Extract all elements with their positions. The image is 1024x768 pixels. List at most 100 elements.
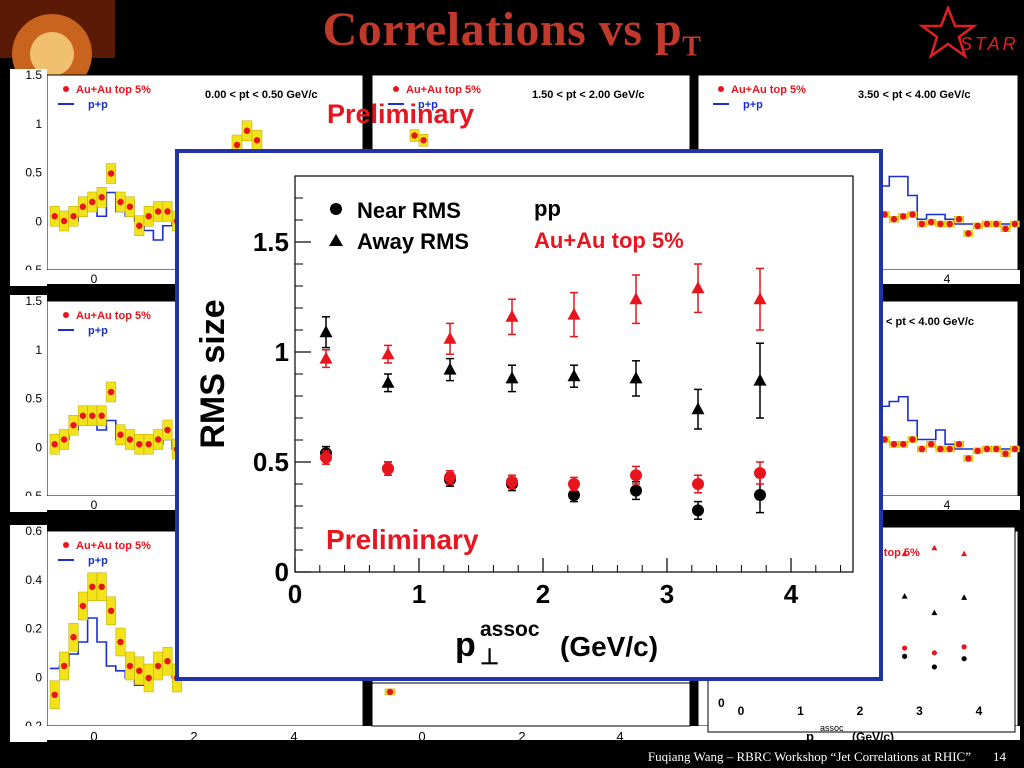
- panel-ytick-label: 1.5: [25, 68, 42, 82]
- data-point: [70, 422, 77, 429]
- pt-range-label: 0.00 < pt < 0.50 GeV/c: [205, 89, 318, 101]
- title-subscript: T: [682, 31, 702, 63]
- panel-ytick-label: 0: [35, 440, 42, 454]
- mini-data-point: [931, 664, 937, 670]
- data-point: [154, 436, 162, 443]
- legend-near-marker: [330, 203, 342, 215]
- star-logo-text: STAR: [960, 34, 1019, 54]
- mini-legend-label: u top 5%: [874, 547, 920, 559]
- title-main: Correlations vs p: [322, 3, 683, 56]
- data-point: [946, 445, 953, 453]
- data-point: [983, 445, 991, 453]
- pt-range-label: < pt < 4.00 GeV/c: [886, 316, 974, 328]
- data-point: [126, 203, 134, 210]
- data-point: [98, 194, 105, 201]
- data-point: [386, 688, 394, 696]
- data-point-away: [443, 331, 457, 344]
- data-point-away: [753, 373, 767, 386]
- panel-xtick-label: 0: [91, 498, 98, 512]
- data-point: [136, 222, 143, 229]
- legend-auau-marker: [718, 86, 724, 92]
- data-point: [918, 220, 926, 228]
- data-point: [70, 634, 77, 641]
- data-point: [98, 583, 105, 590]
- data-point: [89, 583, 96, 590]
- panel-ytick-label: 0: [35, 214, 42, 228]
- y-tick-label: 1.5: [253, 227, 289, 257]
- mini-data-point: [931, 609, 938, 616]
- data-point: [89, 198, 96, 206]
- data-point-away: [567, 307, 581, 320]
- x-tick-label: 4: [784, 579, 799, 609]
- data-point-away: [319, 351, 333, 364]
- mini-data-point: [961, 644, 967, 650]
- data-point: [890, 441, 898, 448]
- data-point-away: [319, 325, 333, 338]
- y-tick-label: 1: [275, 337, 289, 367]
- data-point-away: [753, 292, 767, 305]
- data-point-near: [692, 504, 704, 517]
- data-point: [890, 216, 898, 223]
- panel-ytick-label: 1.5: [25, 294, 42, 308]
- data-point-away: [505, 371, 519, 384]
- x-axis-label-sub: ⊥: [480, 644, 499, 669]
- data-point: [983, 220, 991, 228]
- panel-ytick-label: 1: [35, 343, 42, 357]
- pt-range-label: 1.50 < pt < 2.00 GeV/c: [532, 89, 645, 101]
- legend-auau-marker: [63, 312, 69, 318]
- legend-auau-marker: [63, 542, 69, 548]
- data-point: [145, 674, 152, 682]
- legend-near-label: Near RMS: [357, 198, 461, 223]
- x-tick-label: 1: [412, 579, 426, 609]
- data-point: [1002, 225, 1009, 232]
- legend-pp-label: pp: [534, 196, 561, 221]
- data-point: [70, 213, 77, 220]
- panel-ytick-label: 1: [35, 117, 42, 131]
- data-point: [60, 436, 68, 443]
- data-point: [154, 208, 162, 215]
- panel-xtick-label: 0: [418, 729, 425, 744]
- data-point: [881, 436, 888, 443]
- mini-data-point: [931, 544, 938, 551]
- data-point-away: [443, 362, 457, 375]
- preliminary-annotation: Preliminary: [326, 524, 479, 555]
- data-point: [126, 436, 134, 443]
- mini-data-point: [901, 593, 908, 599]
- data-point-near: [754, 489, 766, 501]
- data-point: [117, 198, 124, 206]
- data-point-away: [381, 375, 395, 388]
- legend-pp-label: p+p: [743, 99, 763, 111]
- data-point: [1011, 220, 1019, 228]
- data-point: [107, 388, 115, 396]
- x-tick-label: 2: [536, 579, 550, 609]
- legend-auau-marker: [63, 86, 69, 92]
- panel-ytick-label: 0: [35, 670, 42, 684]
- data-point-near: [630, 484, 642, 497]
- mini-data-point: [961, 594, 968, 600]
- data-point: [89, 412, 96, 419]
- legend-pp-label: p+p: [88, 555, 108, 567]
- panel-xtick-label: 4: [616, 729, 623, 744]
- data-point: [51, 213, 58, 220]
- panel-xtick-label: 4: [944, 272, 951, 286]
- data-point-away: [691, 402, 705, 415]
- data-point: [1011, 445, 1019, 453]
- data-point: [51, 691, 58, 698]
- data-point: [107, 607, 115, 614]
- mini-panel: [371, 682, 691, 727]
- mini-xtick-label: 4: [976, 704, 983, 718]
- data-point: [51, 441, 58, 448]
- data-point: [900, 213, 907, 220]
- data-point: [253, 137, 261, 144]
- mini-xtick-label: 1: [797, 704, 804, 718]
- data-point: [98, 412, 105, 419]
- data-point-away: [629, 371, 643, 384]
- footer-text: Fuqiang Wang – RBRC Workshop “Jet Correl…: [647, 749, 971, 764]
- data-point: [136, 667, 143, 674]
- legend-auau-label: Au+Au top 5%: [76, 84, 151, 96]
- y-tick-label: 0.5: [253, 447, 289, 477]
- data-point-near: [692, 478, 704, 490]
- legend-auau-label: Au+Au top 5%: [76, 540, 151, 552]
- data-point: [937, 220, 944, 228]
- mini-xtick-label: 2: [857, 704, 864, 718]
